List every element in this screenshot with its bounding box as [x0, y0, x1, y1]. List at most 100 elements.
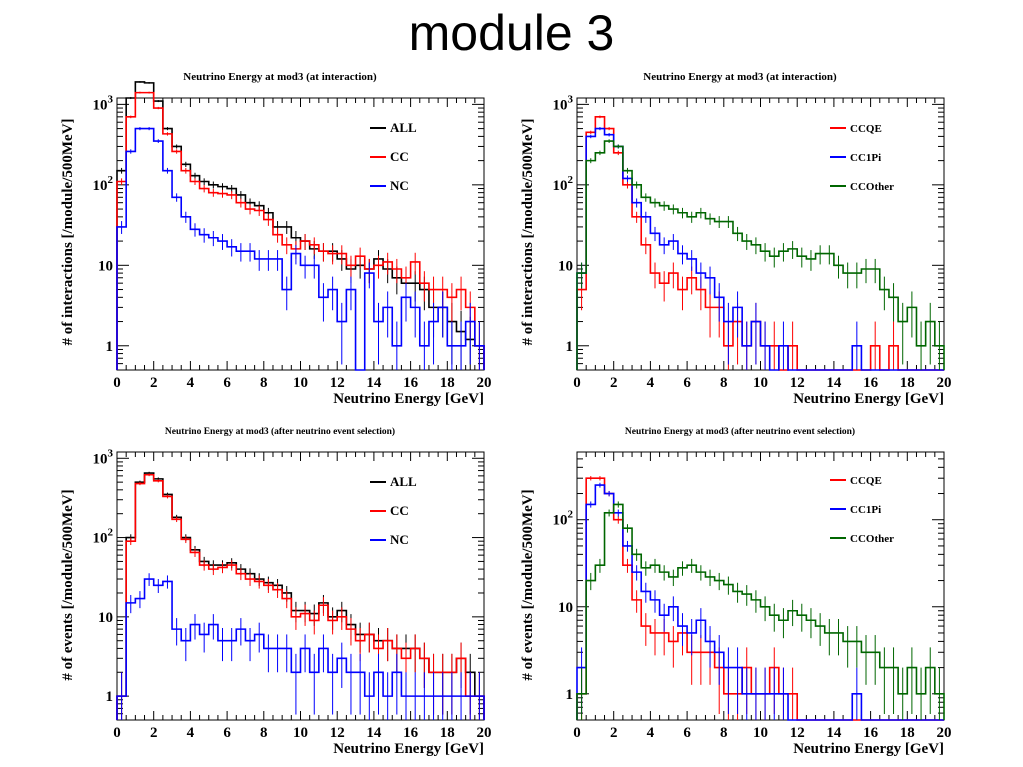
x-tick-label: 10 — [293, 725, 308, 741]
x-tick-label: 14 — [366, 375, 382, 391]
x-axis: 0 2 4 6 8 10 12 14 16 18 20 — [113, 452, 492, 741]
y-tick-label: 1 — [566, 687, 574, 703]
y-tick-label: 102 — [553, 509, 574, 529]
x-tick-label: 20 — [937, 375, 952, 391]
histogram-line — [576, 116, 944, 371]
x-axis: 0 2 4 6 8 10 12 14 16 18 20 — [113, 98, 492, 391]
chart-panel-1: Neutrino Energy at mod3 (at interaction)… — [60, 71, 492, 407]
x-tick-label: 16 — [863, 725, 879, 741]
legend: ALL CC NC — [370, 120, 417, 193]
x-tick-label: 4 — [647, 375, 655, 391]
slide-title: module 3 — [408, 5, 615, 61]
y-tick-label: 102 — [93, 174, 114, 194]
legend-label: ALL — [390, 120, 417, 135]
x-tick-label: 0 — [113, 375, 121, 391]
x-tick-label: 16 — [403, 375, 419, 391]
histogram-line — [576, 503, 945, 720]
legend-label: CCQE — [850, 475, 882, 487]
x-tick-label: 10 — [753, 375, 768, 391]
series-ccother — [576, 501, 945, 720]
x-tick-label: 20 — [477, 725, 492, 741]
x-axis-label: Neutrino Energy [GeV] — [793, 741, 944, 757]
y-axis-label: # of interactions [/module/500MeV] — [60, 118, 76, 345]
x-tick-label: 20 — [477, 375, 492, 391]
legend: ALL CC NC — [370, 474, 417, 547]
x-axis: 0 2 4 6 8 10 12 14 16 18 20 — [573, 452, 952, 741]
x-tick-label: 12 — [790, 375, 805, 391]
chart-title: Neutrino Energy at mod3 (at interaction) — [643, 71, 837, 83]
y-tick-label: 10 — [98, 610, 113, 626]
y-tick-label: 1 — [106, 689, 114, 705]
chart-title: Neutrino Energy at mod3 (after neutrino … — [625, 426, 855, 437]
chart-title: Neutrino Energy at mod3 (at interaction) — [183, 71, 377, 83]
y-axis-label: # of events [/module/500MeV] — [60, 489, 76, 680]
x-tick-label: 8 — [260, 725, 268, 741]
y-axis-label: # of interactions [/module/500MeV] — [520, 118, 536, 345]
legend-label: CCOther — [850, 533, 894, 545]
y-axis: 1 10 102 103 — [93, 447, 484, 721]
y-tick-label: 102 — [553, 174, 574, 194]
x-tick-label: 14 — [826, 725, 842, 741]
x-tick-label: 12 — [790, 725, 805, 741]
chart-panel-2: Neutrino Energy at mod3 (at interaction)… — [520, 71, 952, 407]
legend-label: CC1Pi — [850, 504, 881, 516]
legend-label: NC — [390, 178, 409, 193]
legend-label: CC — [390, 503, 409, 518]
x-tick-label: 2 — [150, 375, 158, 391]
x-tick-label: 12 — [330, 375, 345, 391]
y-axis: 1 10 102 103 — [93, 93, 484, 371]
x-tick-label: 20 — [937, 725, 952, 741]
x-tick-label: 6 — [683, 375, 691, 391]
chart-panel-4: Neutrino Energy at mod3 (after neutrino … — [520, 426, 952, 757]
x-tick-label: 8 — [260, 375, 268, 391]
x-tick-label: 4 — [187, 725, 195, 741]
x-tick-label: 0 — [573, 725, 581, 741]
x-tick-label: 2 — [150, 725, 158, 741]
legend-label: NC — [390, 532, 409, 547]
y-tick-label: 10 — [558, 258, 573, 274]
y-tick-label: 103 — [93, 93, 114, 113]
y-tick-label: 103 — [553, 93, 574, 113]
y-tick-label: 10 — [98, 258, 113, 274]
histogram-line — [116, 91, 485, 370]
x-tick-label: 6 — [683, 725, 691, 741]
x-tick-label: 6 — [223, 375, 231, 391]
y-tick-label: 102 — [93, 527, 114, 547]
legend: CCQE CC1Pi CCOther — [830, 475, 894, 545]
x-axis-label: Neutrino Energy [GeV] — [333, 741, 484, 757]
x-tick-label: 18 — [900, 725, 915, 741]
legend-label: CC1Pi — [850, 152, 881, 164]
histogram-line — [576, 477, 944, 721]
x-tick-label: 0 — [573, 375, 581, 391]
y-axis-label: # of events [/module/500MeV] — [520, 489, 536, 680]
x-tick-label: 4 — [187, 375, 195, 391]
y-axis: 1 10 102 — [553, 451, 944, 721]
x-tick-label: 8 — [720, 375, 728, 391]
series-nc — [116, 573, 485, 720]
x-tick-label: 14 — [366, 725, 382, 741]
x-tick-label: 18 — [900, 375, 915, 391]
x-axis-label: Neutrino Energy [GeV] — [333, 391, 484, 407]
x-tick-label: 6 — [223, 725, 231, 741]
y-tick-label: 103 — [93, 447, 114, 467]
legend: CCQE CC1Pi CCOther — [830, 123, 894, 193]
x-tick-label: 10 — [293, 375, 308, 391]
x-tick-label: 2 — [610, 375, 618, 391]
x-axis-label: Neutrino Energy [GeV] — [793, 391, 944, 407]
x-tick-label: 12 — [330, 725, 345, 741]
legend-label: ALL — [390, 474, 417, 489]
x-tick-label: 8 — [720, 725, 728, 741]
x-tick-label: 14 — [826, 375, 842, 391]
x-tick-label: 18 — [440, 375, 455, 391]
histogram-line — [116, 578, 485, 720]
x-tick-label: 0 — [113, 725, 121, 741]
y-tick-label: 10 — [558, 600, 573, 616]
x-tick-label: 2 — [610, 725, 618, 741]
y-tick-label: 1 — [566, 339, 574, 355]
x-axis: 0 2 4 6 8 10 12 14 16 18 20 — [573, 98, 952, 391]
series-ccother — [576, 139, 945, 370]
histogram-line — [116, 473, 485, 720]
histogram-line — [576, 127, 944, 371]
y-tick-label: 1 — [106, 339, 114, 355]
